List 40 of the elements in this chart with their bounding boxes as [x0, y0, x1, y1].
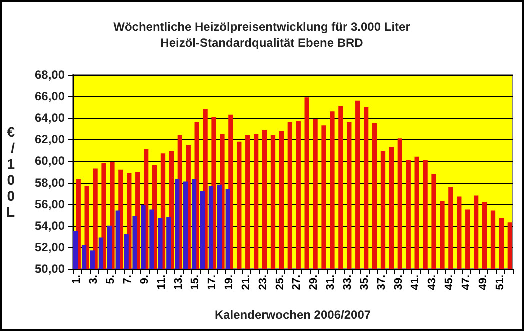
- y-tick-label: 64,00: [34, 111, 66, 126]
- chart-subtitle: Heizöl-Standardqualität Ebene BRD: [160, 36, 364, 50]
- x-tick-label: 31.: [325, 275, 338, 290]
- x-tick-label: 35.: [358, 275, 371, 290]
- x-tick-label: 13.: [172, 275, 185, 290]
- x-tick-label: 47.: [460, 275, 472, 290]
- x-tick-label: 43.: [426, 275, 439, 290]
- x-tick-label: 33.: [342, 275, 354, 290]
- x-tick-label: 17.: [206, 275, 219, 290]
- x-tick-label: 19.: [224, 275, 236, 290]
- x-tick-label: 25.: [274, 275, 286, 290]
- x-tick-label: 49.: [477, 275, 490, 290]
- x-tick-label: 7.: [122, 275, 134, 284]
- y-tick-label: 66,00: [34, 90, 66, 104]
- x-axis-title: Kalenderwochen 2006/2007: [214, 308, 372, 322]
- x-tick-label: 51.: [494, 275, 506, 290]
- y-tick-label: 68,00: [34, 68, 66, 82]
- y-tick-label: 60,00: [34, 154, 66, 168]
- x-tick-label: 21.: [240, 275, 252, 290]
- x-tick-label: 39.: [392, 275, 405, 290]
- x-tick-label: 9.: [138, 275, 151, 284]
- x-tick-label: 41.: [410, 275, 422, 290]
- x-tick-label: 45.: [444, 275, 456, 290]
- y-tick-label: 62,00: [34, 132, 66, 147]
- y-tick-label: 50,00: [34, 262, 66, 276]
- x-tick-label: 29.: [308, 275, 320, 290]
- x-tick-label: 15.: [190, 275, 202, 290]
- y-axis-title: €/100L: [6, 124, 16, 220]
- x-tick-label: 1.: [71, 275, 84, 284]
- x-tick-label: 23.: [257, 275, 270, 290]
- chart-title: Wöchentliche Heizölpreisentwicklung für 3.000 Liter: [114, 20, 411, 34]
- y-tick-label: 56,00: [34, 197, 66, 212]
- y-tick-label: 58,00: [34, 176, 66, 190]
- x-tick-label: 11.: [156, 275, 168, 290]
- y-tick-label: 52,00: [34, 240, 66, 254]
- x-tick-label: 5.: [105, 275, 118, 284]
- x-tick-label: 37.: [376, 275, 388, 290]
- x-tick-label: 3.: [88, 275, 100, 284]
- y-tick-label: 54,00: [34, 218, 66, 233]
- x-tick-label: 27.: [291, 275, 304, 290]
